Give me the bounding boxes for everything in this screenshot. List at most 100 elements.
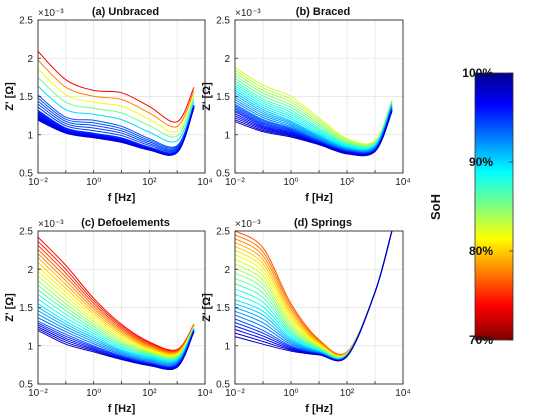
y-tick-label: 0.5 [216,169,230,180]
colorbar-tick-label: 90% [469,155,493,169]
chart-panel-4: 10⁻² 10⁰ 10² 10⁴ 0.5 1 1.5 2 2.5 ×10⁻³ (d) Springs… [201,217,411,415]
x-tick-label: 10⁴ [395,388,410,399]
x-tick-label: 10⁰ [86,388,101,399]
series-line [37,310,195,364]
series-line [37,257,195,355]
series-line [37,275,195,358]
y-axis-label: Z' [Ω] [4,82,16,111]
colorbar-tick-label: 80% [469,244,493,258]
y-tick-label: 1 [224,341,230,352]
series-line [37,100,195,150]
series-line [37,271,195,357]
series-line [37,294,195,361]
series-line [37,107,195,156]
panel-title: (b) Braced [296,6,350,18]
y-tick-label: 2 [224,265,230,276]
series-line [37,85,195,143]
colorbar-tick-label: 100% [462,66,493,80]
series-line [37,262,195,356]
y-tick-label: 0.5 [19,169,33,180]
x-tick-label: 10⁻² [225,177,245,188]
series-line [37,77,195,138]
series-line [37,306,195,363]
series-line [37,236,195,351]
series-line [234,111,393,157]
y-tick-label: 1.5 [19,92,33,103]
y-multiplier: ×10⁻³ [38,219,64,230]
series-line [37,266,195,356]
x-tick-label: 10⁴ [395,177,410,188]
y-tick-label: 2.5 [19,227,33,238]
x-axis-label: f [Hz] [108,192,136,204]
y-tick-label: 1 [27,130,33,141]
x-tick-label: 10⁻² [28,177,48,188]
y-axis-label: Z' [Ω] [201,82,213,111]
x-tick-label: 10² [340,177,355,188]
y-tick-label: 1.5 [19,303,33,314]
colorbar: 100% 90% 80% 70% SoH [428,66,514,347]
colorbar-tick-label: 70% [469,333,493,347]
series-line [37,284,195,360]
series-line [37,103,195,151]
x-tick-label: 10⁻² [28,388,48,399]
series-line [37,68,195,133]
series-line [37,59,195,128]
series-line [37,94,195,148]
series-line [37,326,195,369]
chart-panel-3: 10⁻² 10⁰ 10² 10⁴ 0.5 1 1.5 2 2.5 ×10⁻³ (c) Defoele… [4,217,213,415]
x-tick-label: 10⁰ [86,177,101,188]
y-tick-label: 2.5 [216,16,230,27]
y-tick-label: 1.5 [216,92,230,103]
series-line [37,313,195,365]
series-line [37,105,195,153]
y-tick-label: 2 [27,54,33,65]
y-multiplier: ×10⁻³ [235,219,261,230]
y-multiplier: ×10⁻³ [38,8,64,19]
x-axis-label: f [Hz] [108,403,136,415]
x-axis-label: f [Hz] [305,192,333,204]
series-line [37,329,195,370]
y-axis-label: Z' [Ω] [4,293,16,322]
y-tick-label: 0.5 [19,380,33,391]
y-tick-label: 2.5 [19,16,33,27]
x-tick-label: 10⁴ [197,388,212,399]
series-line [37,317,195,366]
series-group [234,66,393,157]
series-line [37,280,195,359]
x-tick-label: 10⁴ [197,177,212,188]
x-tick-label: 10⁰ [283,177,298,188]
series-group [37,236,195,370]
series-group [37,51,195,156]
chart-panel-1: 10⁻² 10⁰ 10² 10⁴ 0.5 1 1.5 2 2.5 ×10⁻³ (a) Unbrace… [4,6,213,204]
panel-title: (c) Defoelements [81,217,170,229]
series-line [37,253,195,354]
y-axis-label: Z' [Ω] [201,293,213,322]
y-tick-label: 0.5 [216,380,230,391]
colorbar-gradient [474,72,514,341]
chart-panel-2: 10⁻² 10⁰ 10² 10⁴ 0.5 1 1.5 2 2.5 ×10⁻³ (b) Braced f… [201,6,411,204]
series-line [37,289,195,360]
x-tick-label: 10⁰ [283,388,298,399]
y-multiplier: ×10⁻³ [235,8,261,19]
panel-title: (a) Unbraced [92,6,159,18]
panel-title: (d) Springs [294,217,352,229]
series-line [37,303,195,362]
x-tick-label: 10² [142,177,157,188]
colorbar-title: SoH [428,194,443,220]
x-axis-label: f [Hz] [305,403,333,415]
y-tick-label: 2 [27,265,33,276]
series-line [234,230,393,362]
series-line [37,97,195,149]
y-tick-label: 1.5 [216,303,230,314]
series-line [37,51,195,123]
y-tick-label: 2.5 [216,227,230,238]
series-line [37,249,195,353]
series-line [37,245,195,353]
series-group [234,230,393,362]
series-line [37,240,195,352]
x-tick-label: 10² [142,388,157,399]
y-tick-label: 1 [224,130,230,141]
y-tick-label: 1 [27,341,33,352]
x-tick-label: 10² [340,388,355,399]
